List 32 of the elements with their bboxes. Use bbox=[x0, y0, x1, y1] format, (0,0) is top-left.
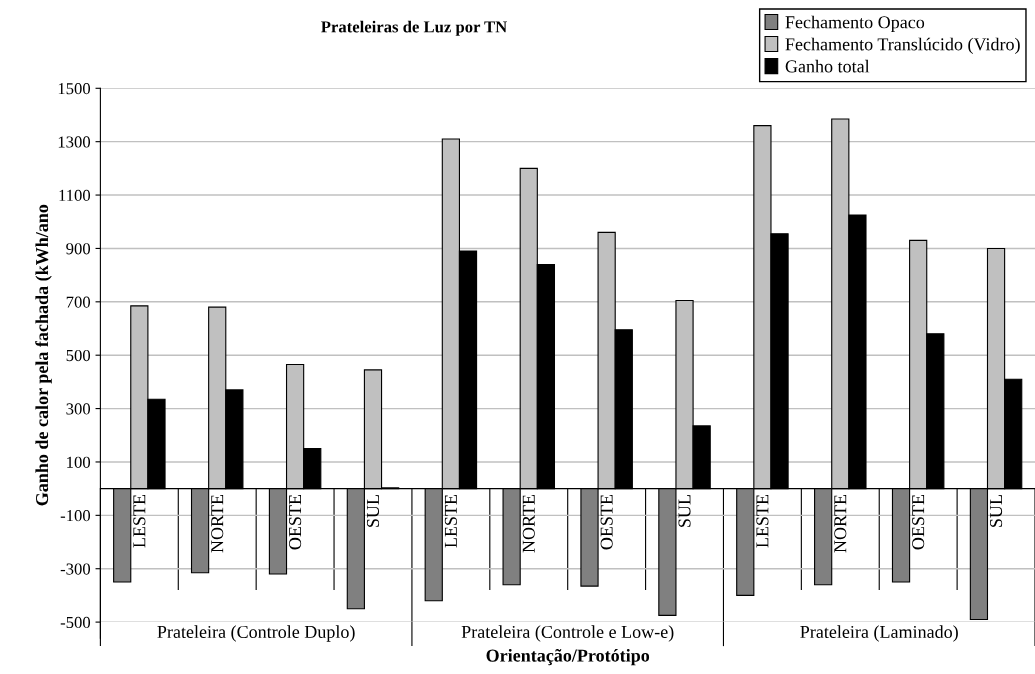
text: Prateleira (Laminado) bbox=[800, 625, 958, 642]
x-tick-label: SUL bbox=[366, 495, 380, 527]
y-tick-label: 500 bbox=[66, 349, 91, 362]
y-tick-label: 1300 bbox=[58, 136, 91, 148]
y-tick-label: -100 bbox=[60, 510, 91, 522]
x-tick-label: NORTE bbox=[211, 494, 224, 553]
y-tick-label: 1100 bbox=[59, 189, 91, 201]
text: Prateleira (Controle e Low-e) bbox=[461, 625, 674, 642]
y-tick-label: -500 bbox=[60, 616, 91, 629]
x-tick-label: SUL bbox=[678, 495, 691, 527]
x-tick-label: OESTE bbox=[600, 494, 613, 550]
x-tick-label: LESTE bbox=[133, 494, 146, 548]
y-tick-label: 900 bbox=[66, 243, 91, 255]
x-axis-title: Orientação/Protótipo bbox=[486, 648, 650, 666]
y-tick-label: 700 bbox=[66, 296, 91, 308]
x-tick-label: SUL bbox=[990, 495, 1003, 527]
legend-label: Fechamento Translúcido (Vidro) bbox=[785, 37, 1020, 55]
legend-label: Ganho total bbox=[785, 59, 870, 73]
y-tick-label: 1500 bbox=[58, 82, 91, 95]
x-tick-label: LESTE bbox=[756, 494, 769, 548]
x-tick-label: OESTE bbox=[289, 494, 302, 550]
x-tick-label: LESTE bbox=[444, 494, 457, 548]
chart-title: Prateleiras de Luz por TN bbox=[321, 20, 507, 36]
y-tick-label: 300 bbox=[66, 403, 91, 415]
text: Prateleira (Controle Duplo) bbox=[157, 625, 355, 642]
y-tick-label: 100 bbox=[67, 456, 91, 468]
x-tick-label: NORTE bbox=[522, 494, 535, 553]
y-tick-label: -300 bbox=[60, 563, 91, 575]
x-tick-label: NORTE bbox=[834, 494, 847, 553]
y-axis-title: Ganho de calor pela fachada (kWh/ano bbox=[35, 204, 52, 506]
legend-label: Fechamento Opaco bbox=[785, 15, 925, 33]
x-tick-label: OESTE bbox=[912, 494, 925, 550]
